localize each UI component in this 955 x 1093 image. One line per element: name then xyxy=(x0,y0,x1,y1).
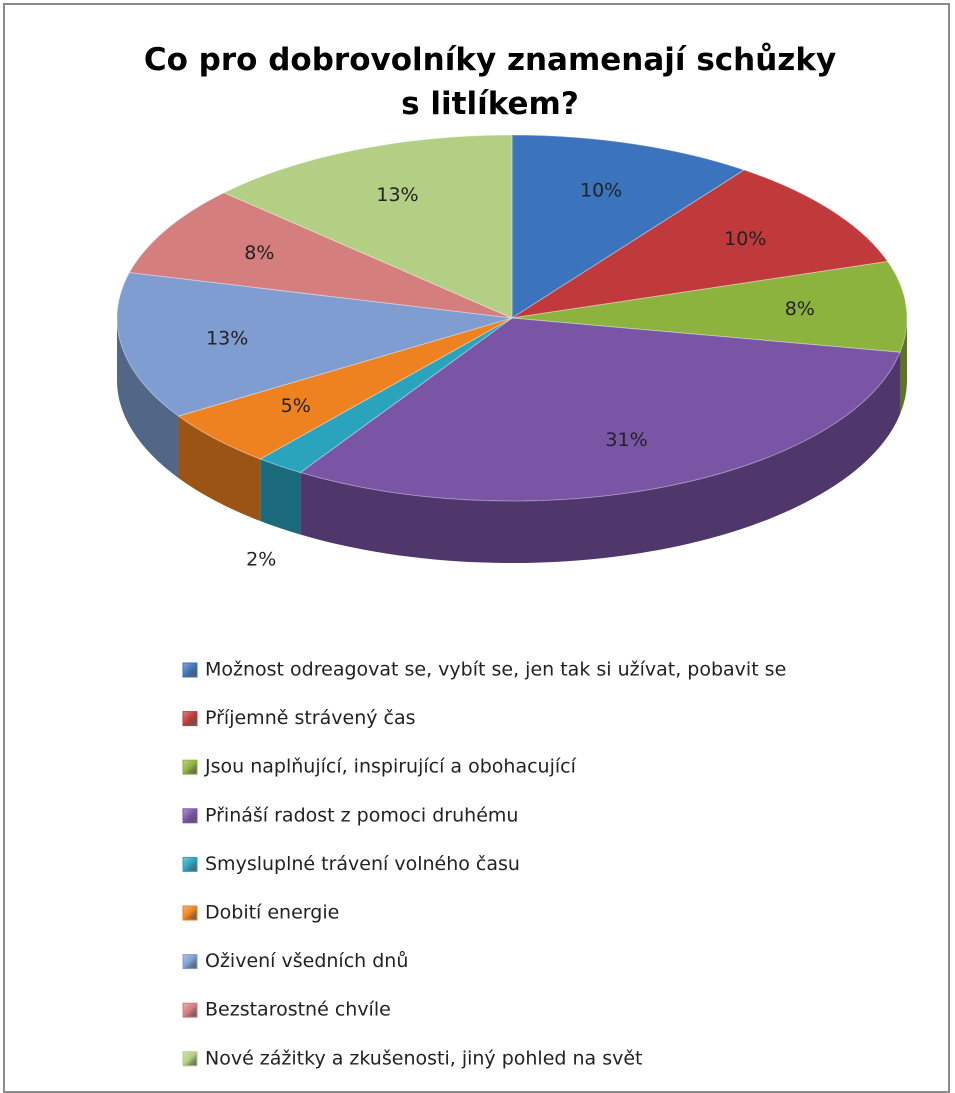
data-label: 10% xyxy=(724,228,766,250)
data-label: 8% xyxy=(244,242,274,264)
legend-label: Dobití energie xyxy=(205,902,339,924)
data-label: 13% xyxy=(206,327,248,349)
slice-side-shade xyxy=(260,459,301,535)
slice xyxy=(259,317,513,474)
legend-swatch xyxy=(182,1051,198,1067)
slice-side xyxy=(178,416,261,522)
legend-label: Smysluplné trávení volného času xyxy=(205,853,520,875)
legend-label: Přináší radost z pomoci druhému xyxy=(205,804,518,826)
legend-label: Nové zážitky a zkušenosti, jiný pohled n… xyxy=(205,1047,643,1069)
data-label: 8% xyxy=(785,298,815,320)
slice-side-shade xyxy=(300,352,901,563)
legend-swatch xyxy=(182,711,198,727)
slice xyxy=(511,134,746,319)
slice-side-shade xyxy=(900,318,908,415)
slice xyxy=(116,271,513,417)
legend-label: Příjemně strávený čas xyxy=(205,707,416,729)
slice-side xyxy=(900,318,908,415)
legend-swatch xyxy=(182,1002,198,1018)
legend-swatch xyxy=(182,905,198,921)
legend-label: Možnost odreagovat se, vybít se, jen tak… xyxy=(205,659,786,681)
slice xyxy=(511,169,889,319)
slice-side xyxy=(117,318,179,479)
slice xyxy=(299,317,901,502)
legend-swatch xyxy=(182,808,198,824)
legend-swatch xyxy=(182,954,198,970)
legend-label: Jsou naplňující, inspirující a obohacují… xyxy=(204,756,577,778)
legend-swatch xyxy=(182,856,198,872)
data-label: 2% xyxy=(246,548,276,570)
slice xyxy=(222,134,513,319)
slice-side-shade xyxy=(117,318,179,479)
data-label: 5% xyxy=(281,395,311,417)
legend-swatch xyxy=(182,662,198,678)
data-label: 10% xyxy=(580,179,622,201)
legend-label: Oživení všedních dnů xyxy=(205,950,408,972)
slice xyxy=(511,260,908,353)
legend-label: Bezstarostné chvíle xyxy=(205,999,391,1021)
slice xyxy=(177,317,513,460)
chart-title: Co pro dobrovolníky znamenají schůzky s … xyxy=(143,42,837,122)
data-label: 13% xyxy=(376,184,418,206)
legend-swatch xyxy=(182,759,198,775)
data-label: 31% xyxy=(605,429,647,451)
slice xyxy=(128,192,513,319)
slice-side xyxy=(300,352,901,563)
slice-side-shade xyxy=(178,416,261,522)
slice-side xyxy=(260,459,301,535)
